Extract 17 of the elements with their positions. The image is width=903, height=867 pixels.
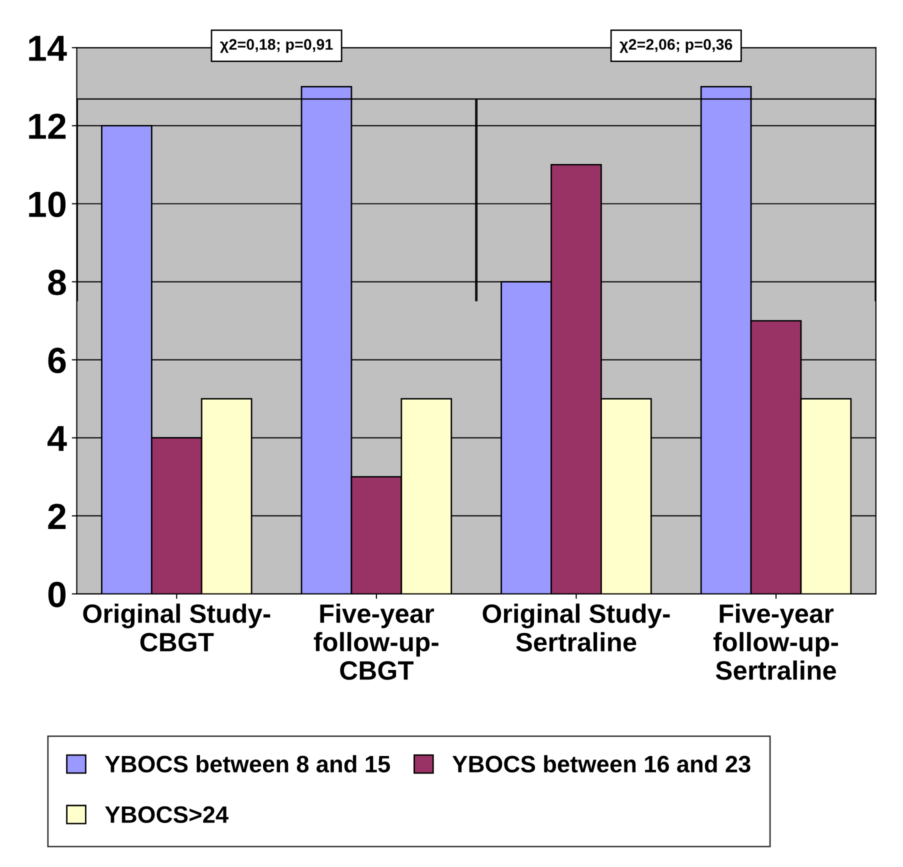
y-tick-label: 8 [48, 270, 66, 296]
y-tick-label: 4 [48, 426, 67, 451]
y-tick-label: 14 [29, 36, 67, 61]
legend-label: YBOCS>24 [104, 806, 228, 823]
annotation: χ2=2,06; p=0,36 [620, 39, 732, 53]
legend-label: YBOCS between 16 and 23 [452, 755, 750, 773]
x-tick-label: Original Study- Sertraline [482, 604, 670, 652]
legend-label: YBOCS between 8 and 15 [104, 755, 390, 772]
y-tick-label: 10 [29, 192, 66, 218]
annotation: χ2=0,18; p=0,91 [220, 39, 333, 53]
y-tick-label: 6 [48, 348, 66, 374]
x-tick-label: Five-year follow-up- CBGT [314, 604, 438, 680]
y-tick-label: 12 [29, 114, 66, 139]
x-tick-label: Original Study- CBGT [83, 604, 270, 652]
y-tick-label: 0 [48, 582, 66, 608]
y-tick-label: 2 [48, 504, 66, 529]
x-tick-label: Five-year follow-up- Sertraline [713, 604, 838, 680]
